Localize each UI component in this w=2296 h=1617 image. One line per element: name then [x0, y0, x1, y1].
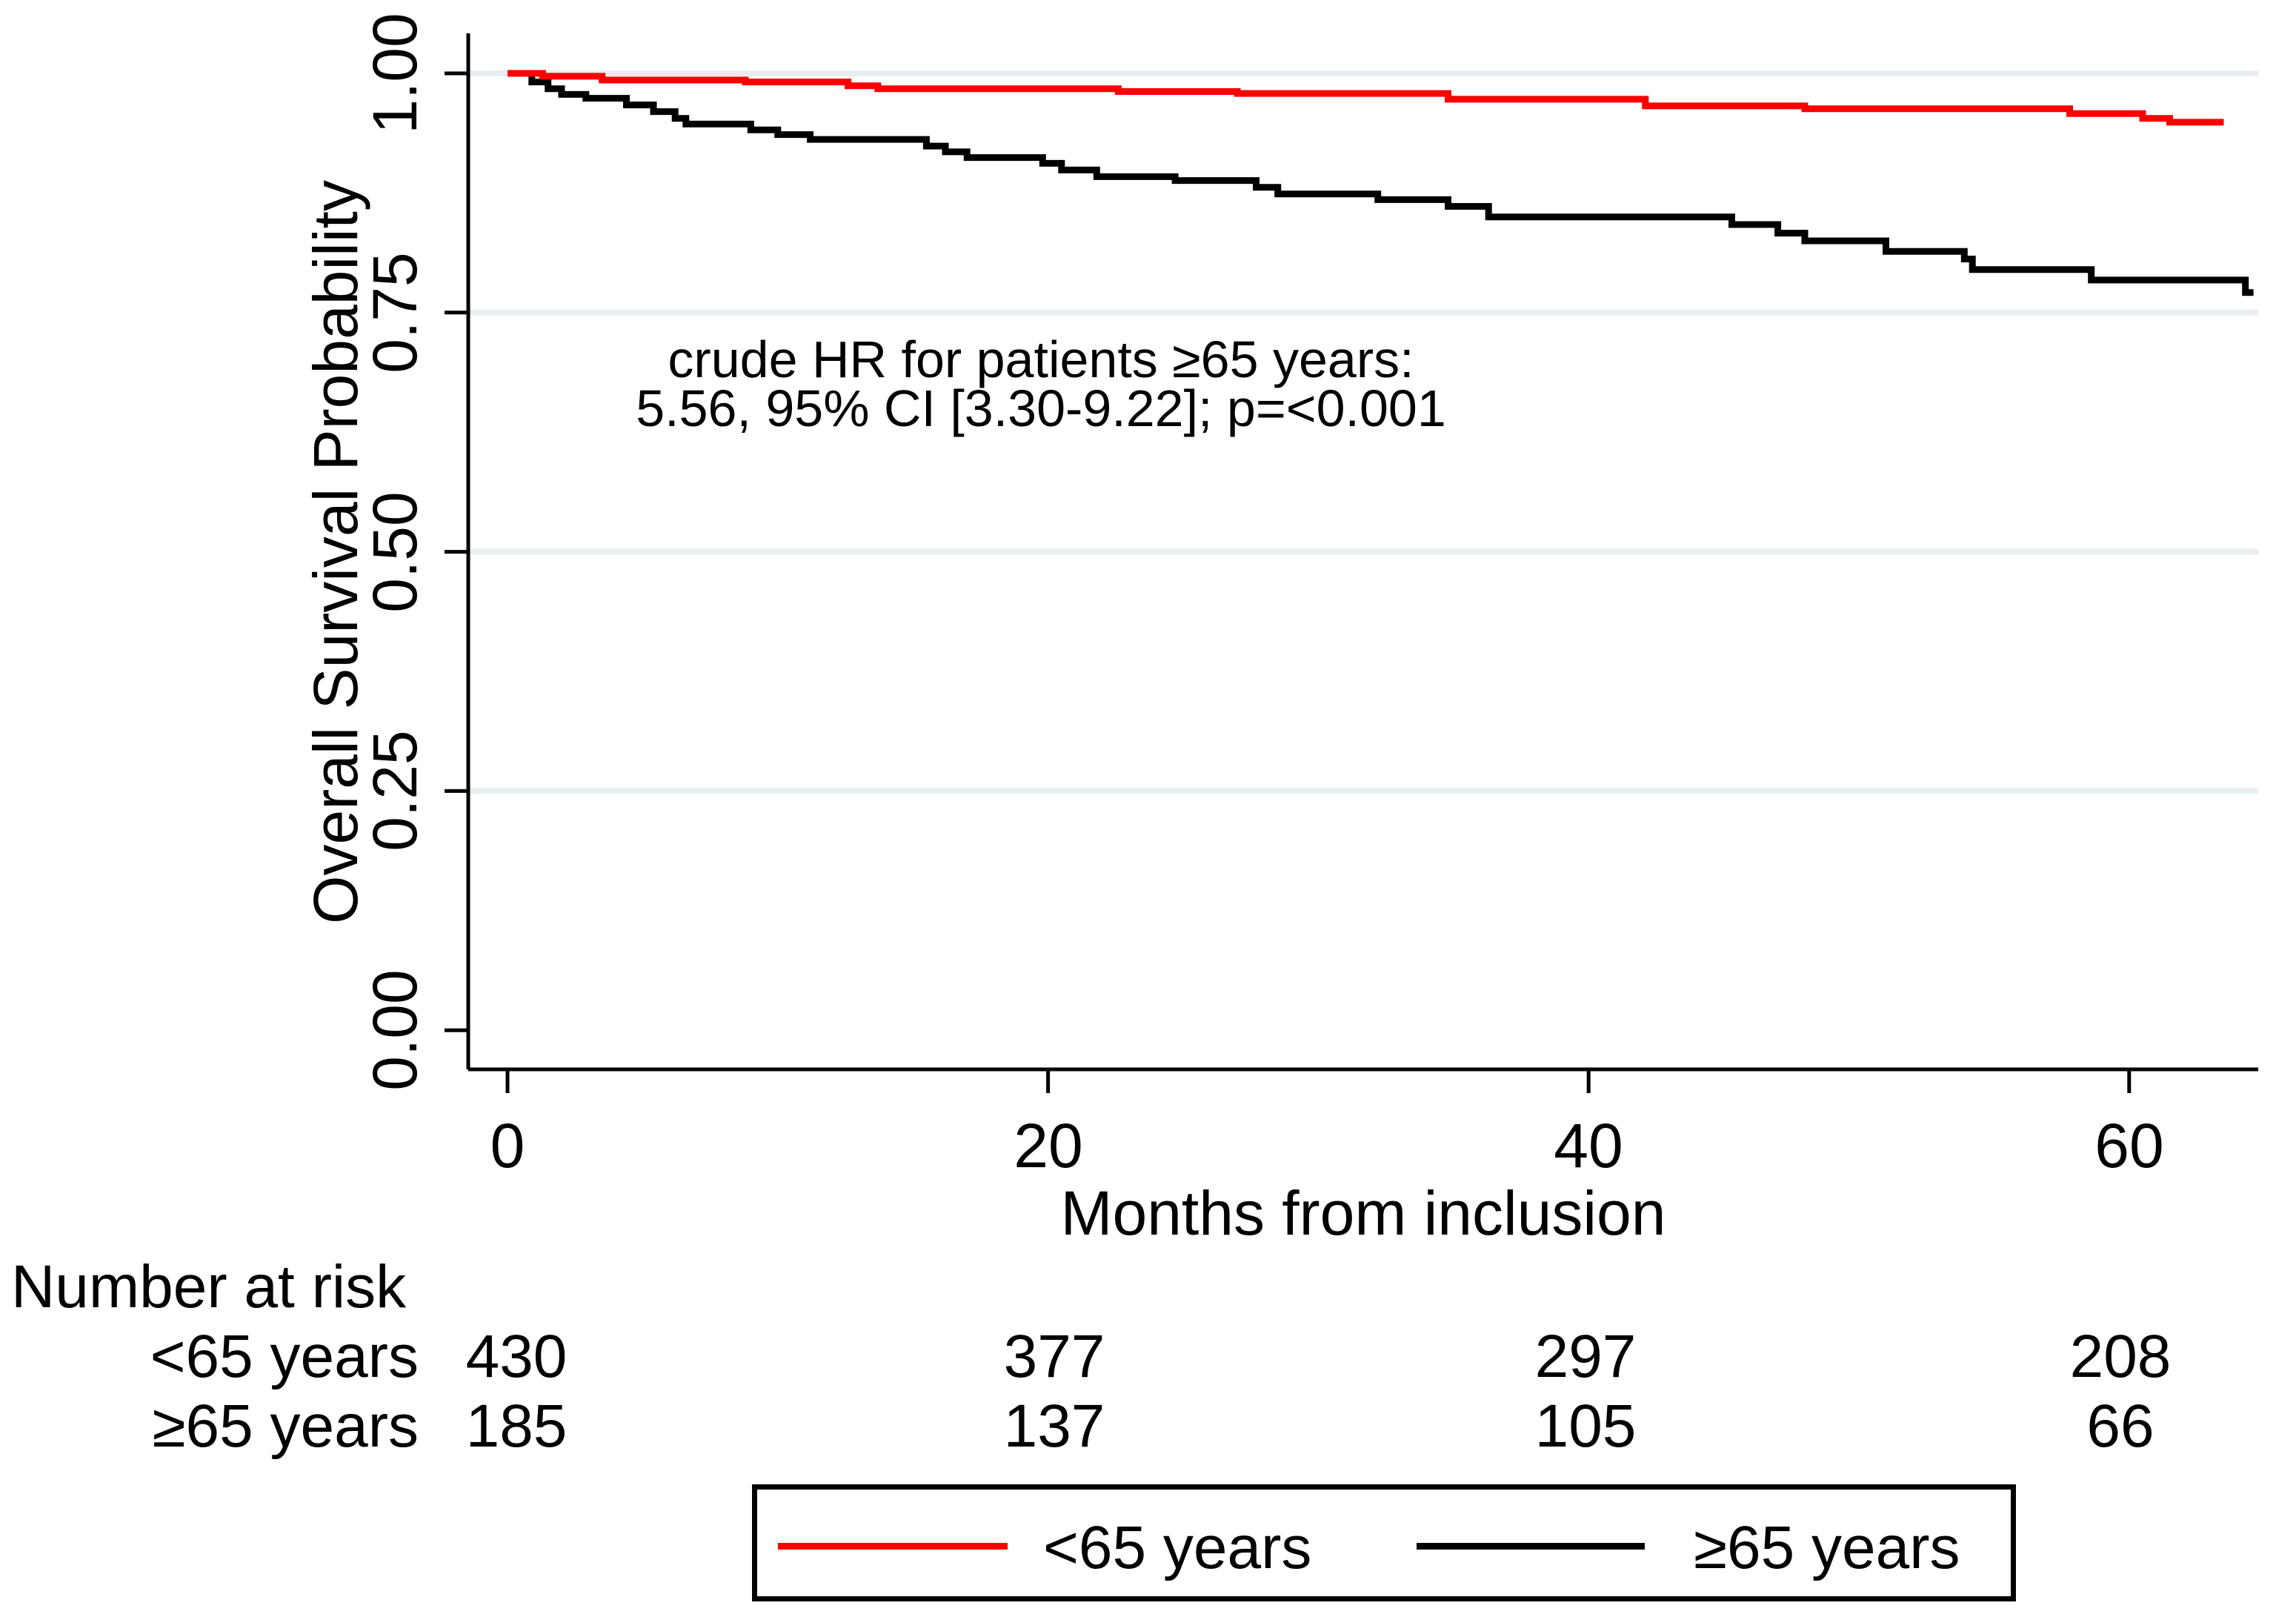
x-tick-40: 40 [1554, 1111, 1623, 1181]
legend-label-under65: <65 years [1043, 1514, 1312, 1581]
legend-label-over65: ≥65 years [1694, 1514, 1960, 1581]
hr-annotation: crude HR for patients ≥65 years: 5.56, 9… [636, 331, 1446, 437]
risk-row-label-over65: ≥65 years [152, 1392, 419, 1460]
risk-value: 208 [2069, 1323, 2172, 1390]
legend-line-under65 [778, 1543, 1008, 1550]
risk-value: 297 [1534, 1323, 1637, 1390]
hr-annotation-line1: crude HR for patients ≥65 years: [668, 331, 1414, 388]
legend-line-over65 [1417, 1543, 1645, 1550]
risk-value: 430 [465, 1323, 568, 1390]
y-tick-0.25: 0.25 [360, 730, 430, 851]
x-axis-title: Months from inclusion [1060, 1178, 1666, 1248]
x-tick-60: 60 [2094, 1111, 2164, 1181]
y-tick-1.00: 1.00 [360, 13, 430, 134]
y-tick-0.00: 0.00 [360, 969, 430, 1091]
risk-value: 66 [2086, 1392, 2154, 1460]
risk-value: 377 [1003, 1323, 1105, 1390]
y-tick-0.75: 0.75 [360, 252, 430, 373]
hr-annotation-line2: 5.56, 95% CI [3.30-9.22]; p=<0.001 [636, 379, 1446, 437]
risk-row-label-under65: <65 years [150, 1323, 419, 1390]
risk-value: 185 [465, 1392, 568, 1460]
x-tick-0: 0 [490, 1111, 525, 1181]
risk-value: 105 [1534, 1392, 1637, 1460]
y-axis-title: Overall Survival Probability [301, 180, 370, 924]
survival-curve [508, 70, 2254, 296]
x-tick-20: 20 [1014, 1111, 1083, 1181]
number-at-risk-heading: Number at risk [11, 1253, 407, 1321]
risk-value: 137 [1003, 1392, 1105, 1460]
y-tick-0.50: 0.50 [360, 491, 430, 613]
survival-curve [508, 70, 2224, 126]
